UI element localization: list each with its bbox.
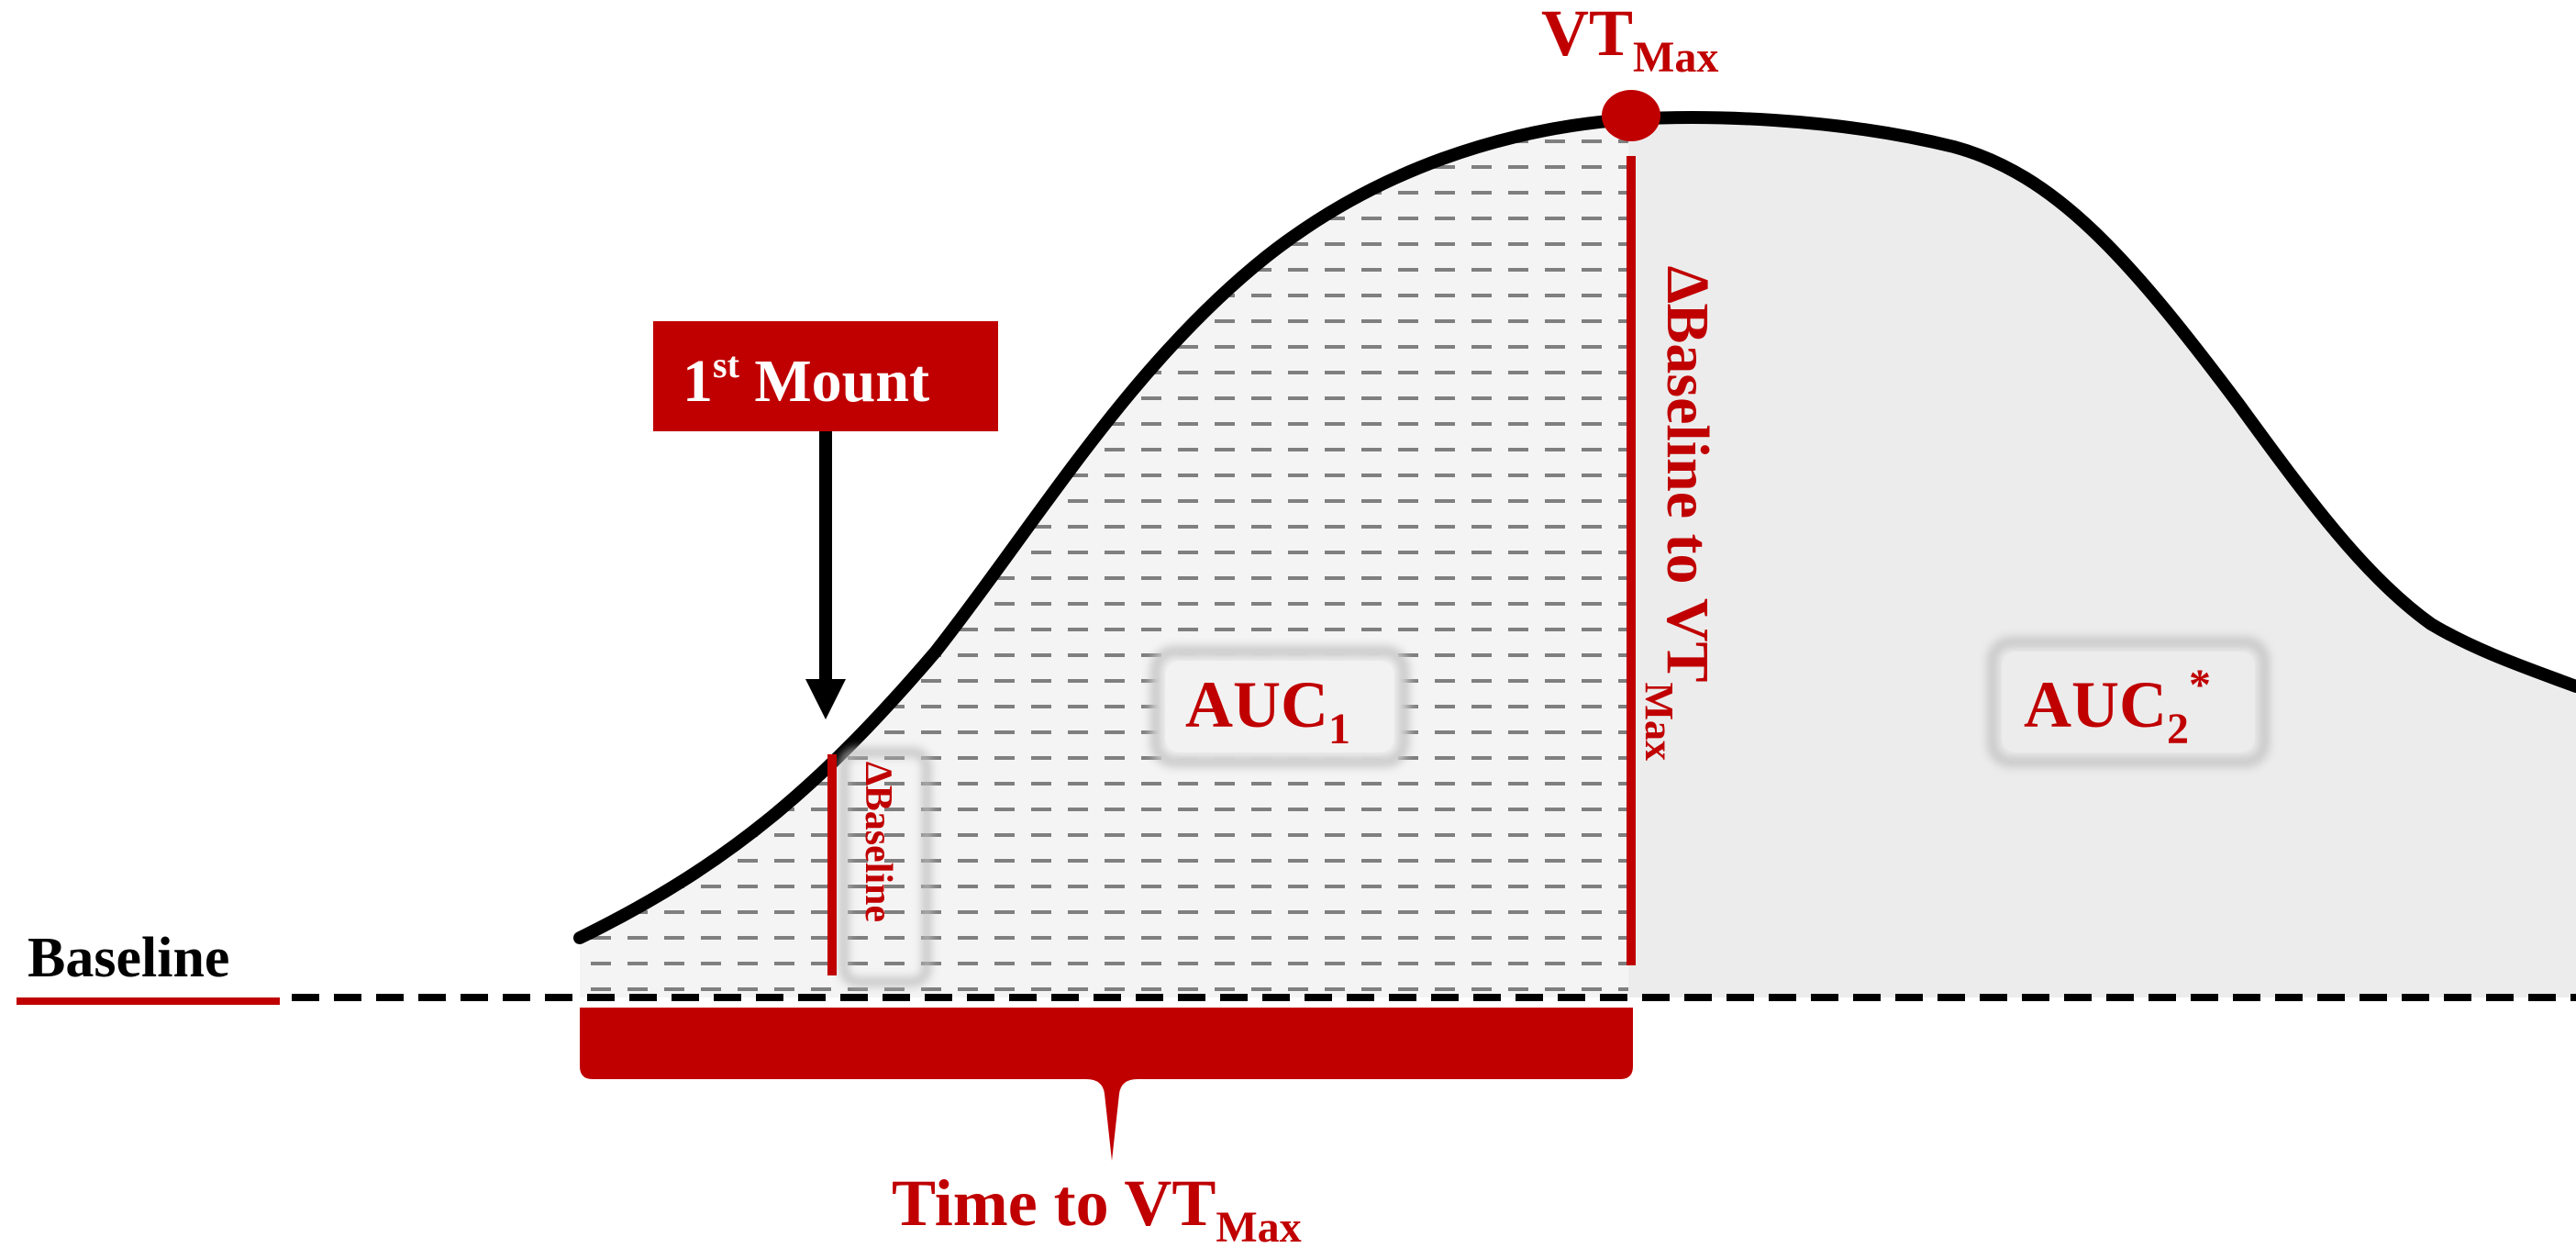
delta-baseline-box	[839, 748, 931, 986]
auc2-label: AUC2*	[2024, 661, 2211, 753]
time-to-vtmax-brace	[580, 1008, 1633, 1161]
auc2-box	[1987, 637, 2270, 767]
first-mount-label: 1st Mount	[683, 344, 929, 415]
baseline-label: Baseline	[28, 927, 229, 989]
time-to-vtmax-label: Time to VTMax	[892, 1166, 1302, 1248]
auc1-label: AUC1	[1185, 668, 1350, 753]
auc1-box	[1150, 646, 1409, 767]
delta-baseline-label: ∆Baseline	[857, 762, 899, 922]
auc2-region	[1628, 117, 2576, 997]
first-mount-arrow-head	[805, 679, 846, 719]
vt-max-marker	[1602, 90, 1660, 141]
first-mount-box	[653, 321, 998, 431]
auc1-region	[580, 119, 1628, 997]
vt-max-label: VTMax	[1541, 0, 1718, 82]
delta-baseline-to-vtmax-label: ∆Baseline to VTMax	[1637, 266, 1721, 761]
